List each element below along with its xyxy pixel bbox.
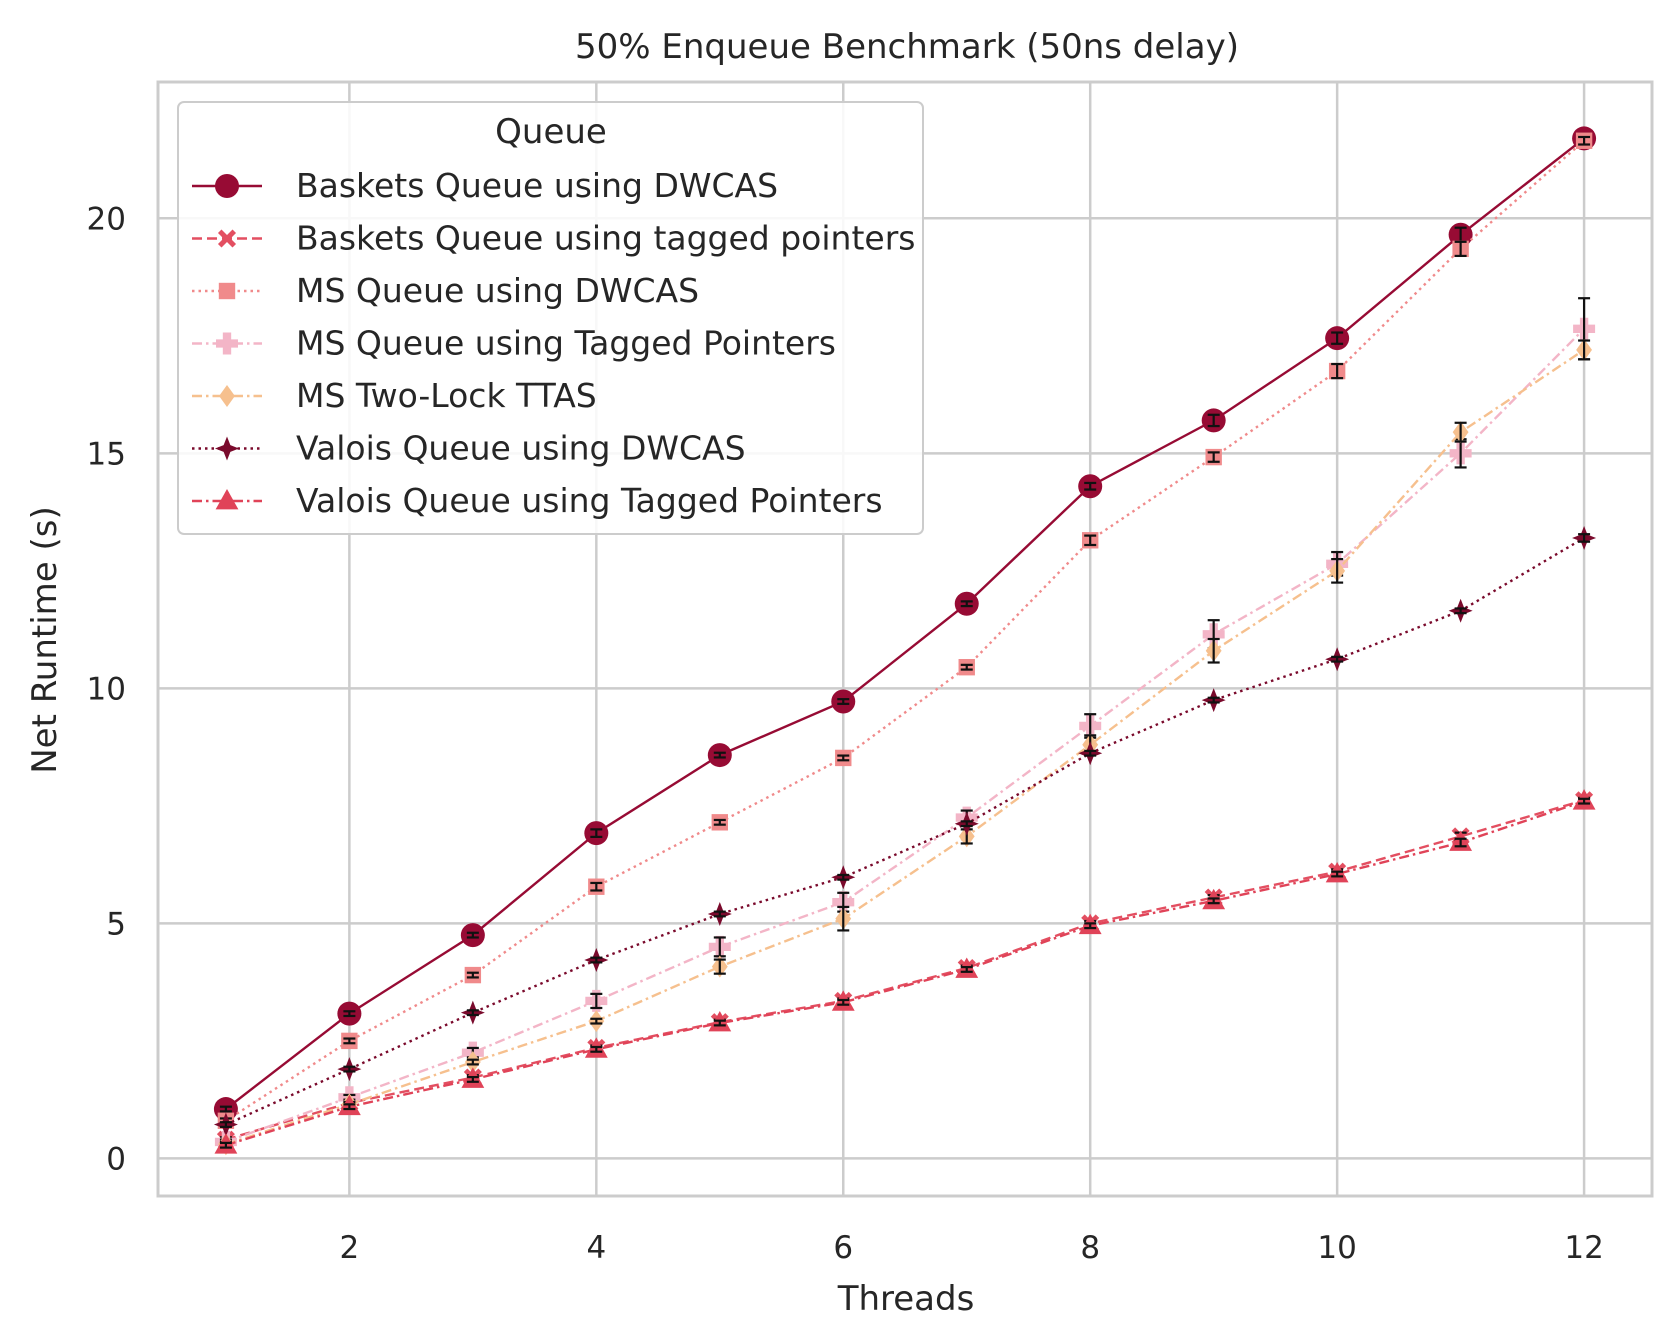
legend-swatch-marker [215,174,239,198]
legend-label: Valois Queue using DWCAS [296,429,746,468]
legend-swatch-marker [219,385,235,407]
legend-label: Baskets Queue using tagged pointers [296,219,915,258]
series-line [225,800,1585,1147]
series-5 [213,525,1597,1137]
y-tick-label: 10 [87,671,126,707]
series-line [225,327,1585,1144]
legend-label: MS Queue using Tagged Pointers [296,324,836,363]
y-tick-label: 15 [87,436,126,472]
legend-item: MS Queue using DWCAS [192,271,699,310]
legend-label: Valois Queue using Tagged Pointers [296,481,883,520]
legend-item: MS Queue using Tagged Pointers [192,324,836,363]
y-tick-label: 0 [106,1141,126,1177]
chart-title: 50% Enqueue Benchmark (50ns delay) [575,27,1239,67]
x-tick-label: 6 [833,1230,853,1266]
legend-label: MS Queue using DWCAS [296,271,699,310]
x-tick-label: 2 [340,1230,360,1266]
legend-label: MS Two-Lock TTAS [296,376,597,415]
x-tick-label: 8 [1080,1230,1100,1266]
series-6 [214,789,1596,1154]
legend-swatch-marker [217,229,237,248]
legend-item: Baskets Queue using DWCAS [192,166,778,205]
legend-swatch-marker [215,489,239,510]
x-axis-label: Threads [837,1279,975,1319]
series-line [225,799,1585,1141]
x-tick-label: 12 [1564,1230,1603,1266]
series-2 [217,132,1593,1129]
legend-title: Queue [495,112,607,152]
legend-label: Baskets Queue using DWCAS [296,166,778,205]
x-tick-label: 10 [1317,1230,1356,1266]
legend-item: Baskets Queue using tagged pointers [192,219,915,258]
legend-item: Valois Queue using DWCAS [192,429,746,468]
legend-swatch-marker [215,436,239,461]
axis-ticks: 2 4 6 8 10 12 0 5 10 15 20 [87,201,1604,1266]
series-line [225,139,1585,1122]
x-tick-label: 4 [586,1230,606,1266]
legend-swatch-marker [216,332,238,355]
legend-swatch-marker [218,282,236,300]
plot-frame [156,80,1654,1198]
plot-area [213,126,1597,1156]
legend-item: Valois Queue using Tagged Pointers [192,481,883,520]
legend: Queue Baskets Queue using DWCAS Baskets Q… [177,101,924,535]
y-axis-label: Net Runtime (s) [25,506,65,774]
y-tick-label: 5 [106,906,126,942]
y-tick-label: 20 [87,201,126,237]
series-line [225,137,1585,1110]
legend-box [177,101,924,535]
legend-item: MS Two-Lock TTAS [192,376,597,415]
series-line [225,348,1585,1146]
series-line [225,536,1585,1126]
